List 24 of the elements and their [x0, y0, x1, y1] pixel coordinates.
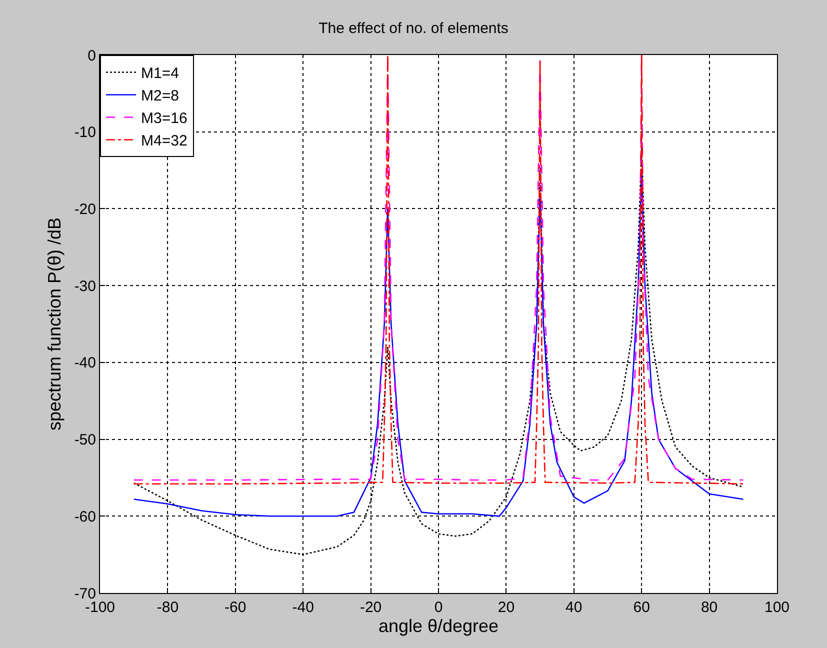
y-tick-label: -20: [74, 200, 96, 218]
y-tick-label: -10: [74, 124, 96, 142]
y-tick-label: -60: [74, 508, 96, 526]
legend-label: M2=8: [141, 88, 179, 105]
y-tick-label: -50: [74, 432, 96, 449]
y-tick-label: 0: [88, 47, 96, 64]
legend-label: M1=4: [141, 65, 179, 82]
x-tick-label: -40: [292, 599, 314, 616]
legend-label: M3=16: [141, 110, 188, 128]
x-tick-label: 20: [498, 599, 515, 616]
x-tick-label: 60: [633, 599, 650, 616]
x-tick-label: 80: [700, 599, 718, 616]
x-tick-label: -20: [360, 599, 382, 616]
x-axis-title: angle θ/degree: [378, 616, 499, 636]
chart-title: The effect of no. of elements: [318, 20, 508, 38]
x-tick-label: 0: [434, 599, 443, 616]
y-tick-label: -40: [74, 354, 96, 372]
y-tick-label: -30: [74, 278, 96, 295]
x-tick-label: 40: [566, 599, 582, 616]
y-axis-title: spectrum function P(θ) /dB: [44, 217, 65, 431]
x-tick-label: 100: [764, 599, 790, 616]
x-tick-label: -80: [156, 599, 179, 616]
x-tick-label: -60: [224, 599, 246, 616]
legend-label: M4=32: [141, 132, 188, 150]
